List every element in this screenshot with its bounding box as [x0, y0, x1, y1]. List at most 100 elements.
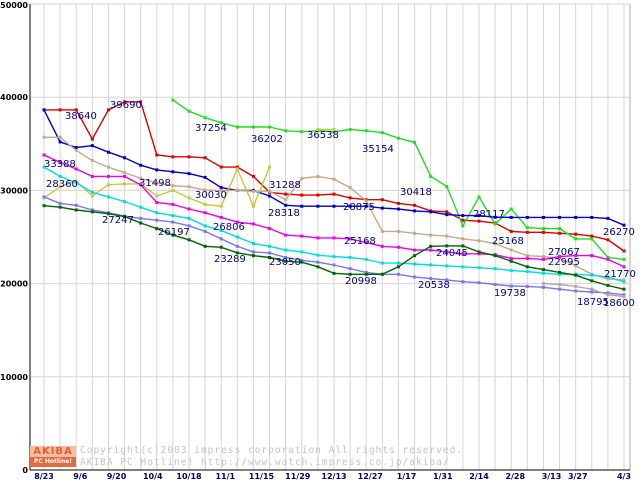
point-dark-green [171, 233, 175, 237]
point-magenta [171, 202, 175, 206]
point-blue [106, 150, 110, 154]
point-tan [429, 233, 433, 237]
point-slate [203, 229, 207, 233]
point-magenta [316, 236, 320, 240]
point-magenta [477, 252, 481, 256]
logo-top-text: AKIBA [30, 446, 76, 457]
point-tan [348, 186, 352, 190]
point-magenta [284, 233, 288, 237]
x-tick-label: 10/18 [176, 472, 202, 480]
point-tan [606, 277, 610, 281]
point-cyan [268, 244, 272, 248]
point-cyan [461, 265, 465, 269]
point-slate [493, 283, 497, 287]
point-green [364, 129, 368, 133]
point-red [219, 165, 223, 169]
x-tick-label: 1/31 [433, 472, 453, 480]
point-magenta [541, 257, 545, 261]
point-slate [364, 270, 368, 274]
point-magenta [558, 255, 562, 259]
point-olive [268, 165, 272, 169]
point-magenta [574, 254, 578, 258]
point-slate [461, 280, 465, 284]
point-magenta [268, 227, 272, 231]
point-green [251, 125, 255, 129]
point-blue [509, 215, 513, 219]
point-green [380, 131, 384, 135]
x-tick-label: 3/13 [542, 472, 562, 480]
point-grey [558, 283, 562, 287]
point-red [590, 234, 594, 238]
x-tick-label: 1/17 [397, 472, 417, 480]
point-tan [380, 229, 384, 233]
point-cyan [541, 271, 545, 275]
point-magenta [413, 248, 417, 252]
point-dark-green [396, 265, 400, 269]
point-red [413, 203, 417, 207]
point-cyan [429, 263, 433, 267]
point-dark-green [477, 250, 481, 254]
point-tan [622, 278, 626, 282]
point-red [235, 165, 239, 169]
point-blue [493, 215, 497, 219]
point-cyan [284, 248, 288, 252]
data-label: 18600 [603, 298, 635, 309]
point-red [203, 156, 207, 160]
point-tan [541, 255, 545, 259]
point-blue [316, 204, 320, 208]
data-label: 31288 [269, 180, 301, 191]
point-cyan [139, 205, 143, 209]
point-dark-green [461, 244, 465, 248]
point-cyan [558, 272, 562, 276]
point-green [413, 140, 417, 144]
point-cyan [106, 195, 110, 199]
point-green [574, 237, 578, 241]
point-red [300, 193, 304, 197]
data-label: 28318 [268, 208, 300, 219]
point-cyan [509, 269, 513, 273]
point-olive [155, 194, 159, 198]
point-red [74, 108, 78, 112]
point-magenta [123, 174, 127, 178]
point-slate [58, 201, 62, 205]
point-green [332, 130, 336, 134]
point-red [525, 230, 529, 234]
point-dark-green [268, 256, 272, 260]
point-red [106, 108, 110, 112]
point-cyan [171, 214, 175, 218]
point-red [316, 193, 320, 197]
y-tick-label: 0 [22, 466, 28, 475]
point-red [606, 238, 610, 242]
point-red [396, 201, 400, 205]
point-blue [396, 207, 400, 211]
point-dark-green [445, 244, 449, 248]
point-green [429, 174, 433, 178]
x-tick-label: 2/14 [469, 472, 489, 480]
point-tan [268, 189, 272, 193]
point-magenta [622, 265, 626, 269]
point-blue [187, 172, 191, 176]
y-tick-label: 20000 [0, 280, 28, 289]
point-cyan [74, 181, 78, 185]
point-slate [139, 216, 143, 220]
point-cyan [219, 228, 223, 232]
data-label: 26270 [603, 227, 635, 238]
point-magenta [461, 252, 465, 256]
point-olive [187, 196, 191, 200]
point-blue [203, 175, 207, 179]
point-red [171, 155, 175, 159]
point-slate [413, 275, 417, 279]
point-tan [171, 184, 175, 188]
point-green [541, 227, 545, 231]
footer: AKIBA PC Hotline! Copyright(c)2003 impre… [30, 444, 630, 470]
point-cyan [445, 264, 449, 268]
point-blue [380, 206, 384, 210]
point-green [219, 121, 223, 125]
data-label: 21770 [604, 269, 636, 280]
x-tick-label: 10/4 [143, 472, 163, 480]
point-tan [123, 171, 127, 175]
point-grey [622, 295, 626, 299]
copyright-line: Copyright(c)2003 impress corporation All… [80, 445, 464, 456]
point-slate [429, 277, 433, 281]
point-blue [332, 204, 336, 208]
